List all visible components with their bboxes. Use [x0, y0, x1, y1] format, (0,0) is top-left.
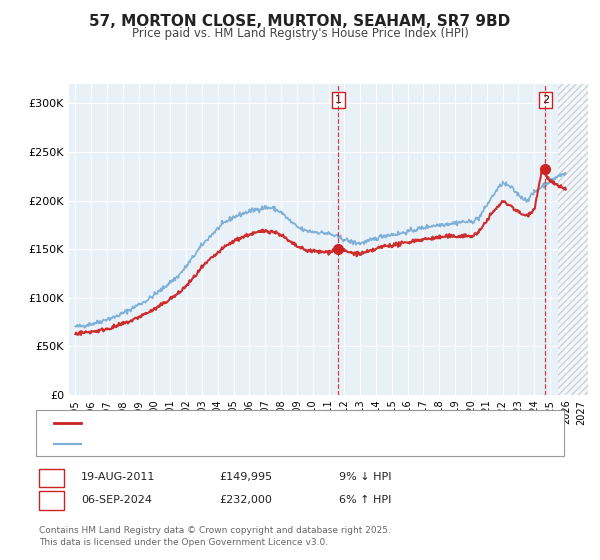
Text: 6% ↑ HPI: 6% ↑ HPI — [339, 494, 391, 505]
Text: 06-SEP-2024: 06-SEP-2024 — [81, 494, 152, 505]
Text: £232,000: £232,000 — [219, 494, 272, 505]
Text: 19-AUG-2011: 19-AUG-2011 — [81, 472, 155, 482]
Text: Price paid vs. HM Land Registry's House Price Index (HPI): Price paid vs. HM Land Registry's House … — [131, 27, 469, 40]
Text: 1: 1 — [335, 95, 342, 105]
Text: £149,995: £149,995 — [219, 472, 272, 482]
Text: 2: 2 — [48, 493, 55, 506]
Text: 2: 2 — [542, 95, 549, 105]
Text: 57, MORTON CLOSE, MURTON, SEAHAM, SR7 9BD (detached house): 57, MORTON CLOSE, MURTON, SEAHAM, SR7 9B… — [87, 418, 439, 428]
Text: HPI: Average price, detached house, County Durham: HPI: Average price, detached house, Coun… — [87, 438, 362, 449]
Text: Contains HM Land Registry data © Crown copyright and database right 2025.: Contains HM Land Registry data © Crown c… — [39, 526, 391, 535]
Bar — [558, 84, 588, 395]
Text: 1: 1 — [48, 470, 55, 484]
Text: 57, MORTON CLOSE, MURTON, SEAHAM, SR7 9BD: 57, MORTON CLOSE, MURTON, SEAHAM, SR7 9B… — [89, 14, 511, 29]
Text: 9% ↓ HPI: 9% ↓ HPI — [339, 472, 391, 482]
Text: This data is licensed under the Open Government Licence v3.0.: This data is licensed under the Open Gov… — [39, 538, 328, 547]
